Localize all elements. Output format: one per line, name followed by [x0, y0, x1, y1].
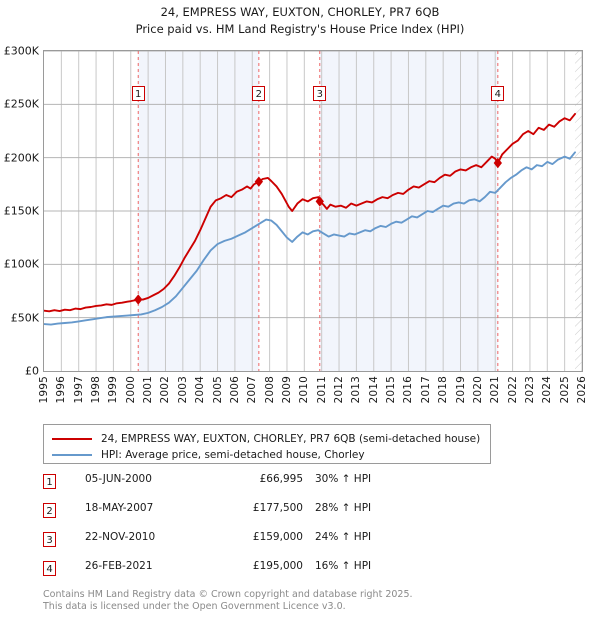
x-axis-labels: 1995 1996 1997 1998 1999 2000 2001 2002 2003 2004…	[38, 376, 588, 420]
y-tick-label: £300K	[3, 44, 39, 58]
title-line-1: 24, EMPRESS WAY, EUXTON, CHORLEY, PR7 6Q…	[160, 5, 440, 19]
x-tick-label: 2012	[333, 376, 346, 404]
row-hpi-delta: 24% ↑ HPI	[315, 531, 372, 543]
chart-marker-label-2: 2	[252, 86, 266, 101]
table-row: 3 22-NOV-2010 £159,000 24% ↑ HPI	[43, 530, 493, 559]
row-date: 18-MAY-2007	[85, 502, 154, 514]
row-price: £177,500	[252, 502, 303, 514]
footer-line-1: Contains HM Land Registry data © Crown c…	[43, 589, 413, 600]
row-index-badge: 2	[43, 503, 56, 518]
table-row: 1 05-JUN-2000 £66,995 30% ↑ HPI	[43, 472, 493, 501]
chart-area: 1 2 3 4	[43, 50, 583, 372]
x-tick-label: 2011	[315, 376, 328, 404]
row-index-badge: 3	[43, 532, 56, 547]
y-tick-label: £250K	[3, 97, 39, 111]
price-history-plot	[44, 51, 582, 371]
x-tick-label: 2003	[176, 376, 189, 404]
legend-label-hpi: HPI: Average price, semi-detached house,…	[101, 448, 365, 461]
plot-frame	[43, 50, 583, 372]
x-tick-label: 2018	[437, 376, 450, 404]
row-price: £159,000	[252, 531, 303, 543]
row-date: 26-FEB-2021	[85, 560, 153, 572]
sales-table: 1 05-JUN-2000 £66,995 30% ↑ HPI 2 18-MAY…	[43, 472, 493, 588]
x-tick-label: 2008	[263, 376, 276, 404]
x-tick-label: 1997	[72, 376, 85, 404]
x-tick-label: 2007	[246, 376, 259, 404]
legend-swatch-hpi	[52, 453, 92, 456]
x-tick-label: 2024	[541, 376, 554, 404]
row-price: £195,000	[252, 560, 303, 572]
row-hpi-delta: 30% ↑ HPI	[315, 473, 372, 485]
x-tick-label: 1996	[55, 376, 68, 404]
row-date: 05-JUN-2000	[85, 473, 152, 485]
x-tick-label: 2023	[523, 376, 536, 404]
y-tick-label: £50K	[10, 311, 39, 325]
x-tick-label: 2010	[298, 376, 311, 404]
x-tick-label: 2009	[280, 376, 293, 404]
legend-swatch-property	[52, 437, 92, 440]
x-tick-label: 2000	[124, 376, 137, 404]
row-hpi-delta: 28% ↑ HPI	[315, 502, 372, 514]
x-tick-label: 2026	[576, 376, 588, 404]
x-tick-label: 2013	[350, 376, 363, 404]
x-tick-label: 2001	[142, 376, 155, 404]
x-tick-label: 1999	[107, 376, 120, 404]
row-index-badge: 4	[43, 561, 56, 576]
legend-item-property: 24, EMPRESS WAY, EUXTON, CHORLEY, PR7 6Q…	[52, 431, 482, 446]
title-line-2: Price paid vs. HM Land Registry's House …	[135, 22, 465, 36]
x-tick-label: 2002	[159, 376, 172, 404]
x-tick-label: 2019	[454, 376, 467, 404]
x-tick-label: 2022	[506, 376, 519, 404]
chart-marker-label-1: 1	[131, 86, 145, 101]
x-tick-label: 1998	[90, 376, 103, 404]
row-price: £66,995	[259, 473, 303, 485]
x-tick-label: 2005	[211, 376, 224, 404]
footer-attribution: Contains HM Land Registry data © Crown c…	[43, 589, 563, 612]
y-tick-label: £150K	[3, 204, 39, 218]
legend-item-hpi: HPI: Average price, semi-detached house,…	[52, 447, 482, 462]
x-tick-label: 1995	[38, 376, 50, 404]
table-row: 4 26-FEB-2021 £195,000 16% ↑ HPI	[43, 559, 493, 588]
row-date: 22-NOV-2010	[85, 531, 156, 543]
legend-label-property: 24, EMPRESS WAY, EUXTON, CHORLEY, PR7 6Q…	[101, 432, 481, 445]
y-tick-label: £200K	[3, 151, 39, 165]
x-tick-label: 2021	[489, 376, 502, 404]
y-tick-label: £100K	[3, 257, 39, 271]
chart-marker-label-3: 3	[313, 86, 327, 101]
chart-marker-label-4: 4	[491, 86, 505, 101]
table-row: 2 18-MAY-2007 £177,500 28% ↑ HPI	[43, 501, 493, 530]
x-tick-label: 2015	[385, 376, 398, 404]
x-tick-label: 2025	[558, 376, 571, 404]
x-tick-label: 2014	[367, 376, 380, 404]
footer-line-2: This data is licensed under the Open Gov…	[43, 600, 346, 612]
x-tick-label: 2020	[471, 376, 484, 404]
page-title: 24, EMPRESS WAY, EUXTON, CHORLEY, PR7 6Q…	[0, 4, 600, 38]
x-tick-label: 2004	[194, 376, 207, 404]
x-tick-label: 2006	[228, 376, 241, 404]
row-hpi-delta: 16% ↑ HPI	[315, 560, 372, 572]
x-tick-label: 2016	[402, 376, 415, 404]
x-tick-label: 2017	[419, 376, 432, 404]
chart-legend: 24, EMPRESS WAY, EUXTON, CHORLEY, PR7 6Q…	[43, 424, 491, 464]
row-index-badge: 1	[43, 474, 56, 489]
y-tick-label: £0	[25, 364, 39, 378]
